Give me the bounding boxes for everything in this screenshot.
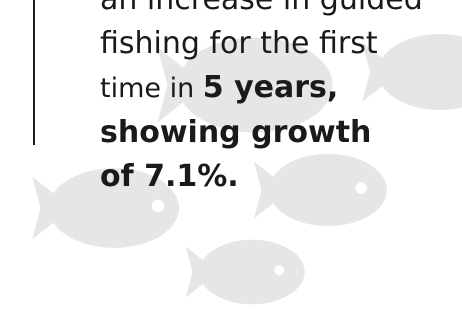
stat-callout: an increase in guided fishing for the fi… <box>100 0 462 199</box>
fish-icon <box>185 239 305 305</box>
callout-line-3-regular: time in <box>100 73 203 104</box>
callout-years: 5 years, <box>202 70 339 105</box>
callout-line-5: of 7.1%. <box>100 159 239 194</box>
callout-line-3: time in 5 years, <box>100 66 462 111</box>
fish-icon <box>32 168 180 248</box>
callout-line-4: showing growth <box>100 115 372 150</box>
fish-icon <box>253 153 387 227</box>
callout-line-2: fishing for the first <box>100 26 378 61</box>
vertical-rule <box>33 0 35 145</box>
callout-line-1: an increase in guided <box>100 0 462 22</box>
